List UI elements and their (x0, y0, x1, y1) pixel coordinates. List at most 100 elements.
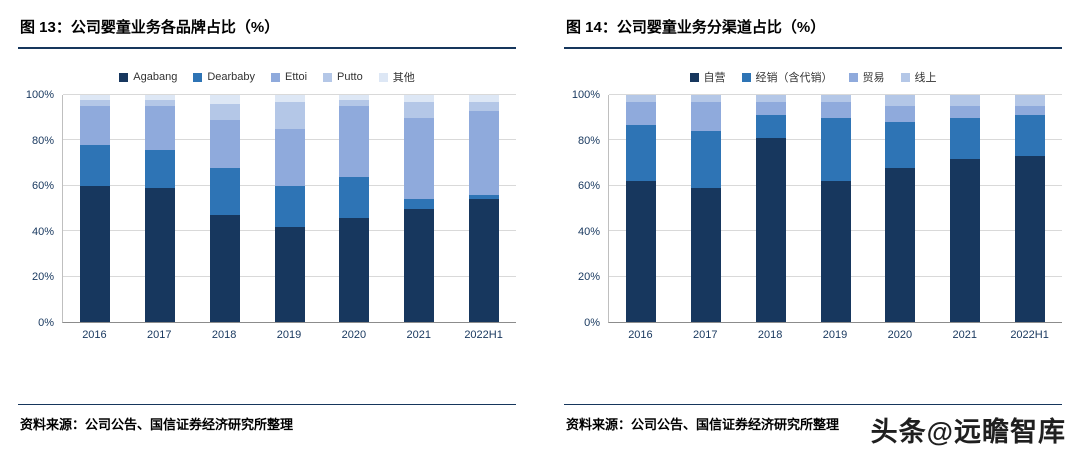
bar-segment (626, 124, 657, 182)
x-tick-label: 2020 (887, 329, 913, 341)
bar-cell (738, 95, 803, 322)
legend-swatch-icon (689, 72, 699, 82)
bar-cell (674, 95, 739, 322)
plot-area (608, 94, 1062, 323)
bar-segment (145, 188, 176, 322)
bar-segment (691, 95, 722, 102)
bar-cell (192, 95, 257, 322)
stacked-bar-2017 (145, 95, 176, 322)
bar-segment (949, 117, 980, 159)
bar-segment (339, 217, 370, 322)
legend-item: 自营 (689, 69, 726, 85)
x-tick-label: 2018 (211, 329, 237, 341)
bar-segment (403, 208, 434, 322)
bar-segment (755, 95, 786, 102)
panel-brand-share: 图 13：公司婴童业务各品牌占比（%） Agabang Dearbaby Ettoi… (18, 0, 516, 443)
legend-label: Putto (337, 71, 363, 83)
bar-segment (626, 181, 657, 322)
y-tick-label: 100% (571, 89, 600, 101)
bar-segment (755, 115, 786, 139)
legend-item: 线上 (900, 69, 937, 85)
stacked-bar-2019 (274, 95, 305, 322)
bar-segment (80, 99, 111, 107)
bar-segment (403, 117, 434, 200)
bar-cell (128, 95, 193, 322)
panel-channel-share: 图 14：公司婴童业务分渠道占比（%） 自营 经销（含代销） 贸易 线上 0% 20% 4… (564, 0, 1062, 443)
bar-cell (933, 95, 998, 322)
legend-label: 经销（含代销） (755, 72, 833, 84)
legend-item: 贸易 (848, 69, 885, 85)
bars (609, 95, 1062, 322)
x-tick-label: 2022H1 (1010, 329, 1049, 341)
stacked-bar-2017 (691, 95, 722, 322)
bar-segment (468, 194, 499, 200)
bar-segment (468, 110, 499, 195)
bar-segment (80, 144, 111, 186)
legend-item: Agabang (119, 71, 177, 83)
bar-segment (949, 95, 980, 107)
bar-segment (80, 95, 111, 100)
legend-item: Ettoi (271, 71, 307, 83)
bar-cell (451, 95, 516, 322)
bar-segment (1014, 156, 1045, 322)
gridline (63, 94, 516, 95)
y-axis-labels: 0% 20% 40% 60% 80% 100% (18, 89, 62, 329)
legend-swatch-icon (271, 72, 281, 82)
legend-label: 其他 (392, 72, 415, 84)
y-axis-labels: 0% 20% 40% 60% 80% 100% (564, 89, 608, 329)
bar-segment (691, 101, 722, 132)
legend-item: 经销（含代销） (741, 69, 833, 85)
bar-segment (403, 95, 434, 102)
legend-label: 贸易 (862, 72, 885, 84)
source-note: 资料来源：公司公告、国信证券经济研究所整理 (564, 404, 1062, 443)
bar-segment (626, 101, 657, 125)
legend-label: 自营 (703, 72, 726, 84)
legend-item: Dearbaby (193, 71, 255, 83)
y-tick-label: 60% (577, 180, 600, 193)
y-tick-label: 0% (38, 317, 54, 329)
plot-row: 0% 20% 40% 60% 80% 100% (564, 89, 1062, 329)
bar-segment (820, 95, 851, 102)
legend-swatch-icon (848, 72, 858, 82)
bar-segment (1014, 115, 1045, 157)
stacked-bar-2018 (755, 95, 786, 322)
legend-label: Dearbaby (207, 71, 256, 83)
bar-segment (145, 95, 176, 100)
bar-segment (949, 158, 980, 322)
bar-segment (949, 106, 980, 118)
gridline (609, 94, 1062, 95)
legend-swatch-icon (323, 72, 333, 82)
bar-segment (691, 131, 722, 189)
bar-segment (626, 95, 657, 102)
bar-segment (145, 99, 176, 107)
legend-label: 线上 (914, 72, 937, 84)
stacked-bar-2016 (80, 95, 111, 322)
bar-segment (80, 185, 111, 322)
stacked-bar-2019 (820, 95, 851, 322)
source-note: 资料来源：公司公告、国信证券经济研究所整理 (18, 404, 516, 443)
x-tick-label: 2016 (82, 329, 107, 341)
legend-swatch-icon (741, 72, 751, 82)
stacked-bar-2021 (403, 95, 434, 322)
x-tick-label: 2017 (147, 329, 172, 341)
bar-segment (885, 95, 916, 107)
bar-cell (63, 95, 128, 322)
x-axis: 2016 2017 2018 2019 2020 2021 2022H1 (564, 323, 1062, 347)
y-tick-label: 20% (577, 271, 600, 284)
bar-segment (274, 95, 305, 102)
legend-label: Ettoi (285, 71, 308, 83)
bar-segment (755, 101, 786, 116)
plot-area (62, 94, 516, 323)
bar-cell (322, 95, 387, 322)
chart13-title: 图 13：公司婴童业务各品牌占比（%） (18, 0, 516, 49)
legend-swatch-icon (193, 72, 203, 82)
bar-segment (468, 95, 499, 102)
bar-segment (209, 215, 240, 322)
bar-segment (209, 95, 240, 105)
x-tick-label: 2021 (406, 329, 431, 341)
stacked-bar-2022H1 (1014, 95, 1045, 322)
bar-segment (1014, 106, 1045, 116)
bar-cell (803, 95, 868, 322)
bar-segment (339, 99, 370, 107)
y-tick-label: 80% (31, 134, 54, 147)
